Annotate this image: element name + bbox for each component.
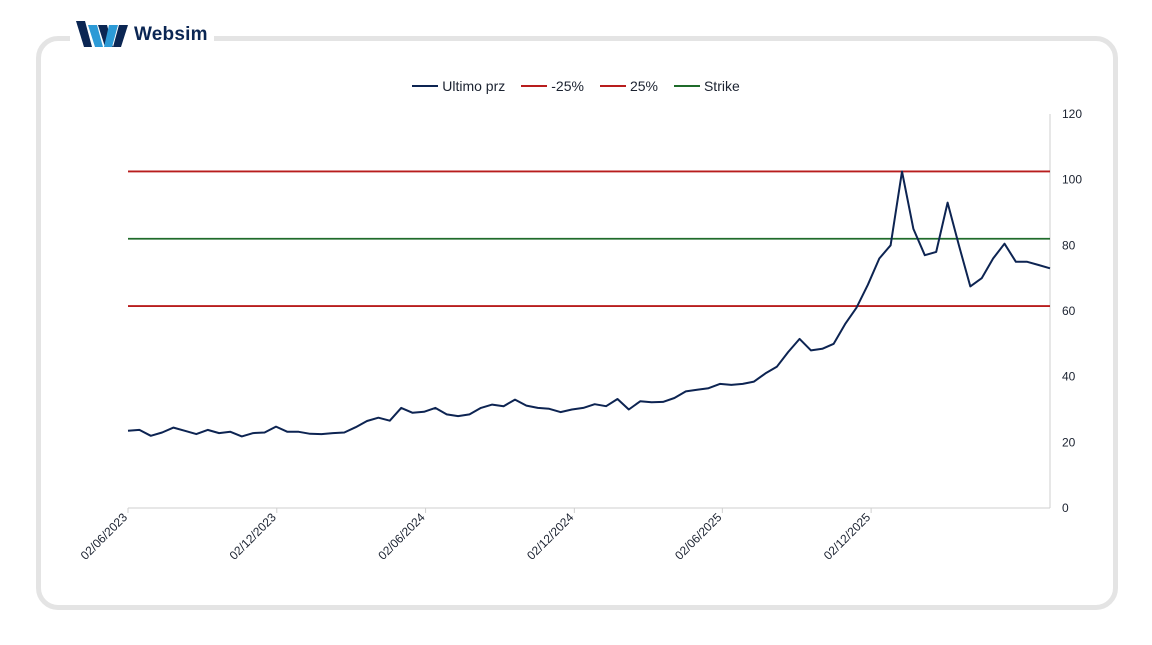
legend-label-minus25: -25%: [551, 78, 584, 94]
chart-legend: Ultimo prz -25% 25% Strike: [0, 78, 1152, 94]
websim-logo: Websim: [70, 18, 214, 52]
legend-swatch-plus25: [599, 85, 626, 87]
y-tick-label: 20: [1062, 435, 1076, 449]
y-tick-label: 120: [1062, 107, 1082, 121]
x-tick-label: 02/06/2025: [672, 510, 725, 563]
y-tick-label: 80: [1062, 238, 1076, 252]
legend-swatch-minus25: [521, 85, 548, 87]
legend-item-plus25: 25%: [599, 78, 658, 94]
x-tick-label: 02/12/2023: [227, 510, 280, 563]
legend-item-ultimo: Ultimo prz: [412, 78, 505, 94]
y-tick-label: 100: [1062, 173, 1082, 187]
series-line-ultimo-prz: [127, 170, 1051, 438]
legend-item-minus25: -25%: [521, 78, 584, 94]
x-tick-label: 02/12/2025: [821, 510, 874, 563]
legend-label-ultimo: Ultimo prz: [442, 78, 506, 94]
x-tick-label: 02/12/2024: [524, 510, 577, 563]
legend-label-plus25: 25%: [629, 78, 658, 94]
legend-swatch-ultimo: [412, 85, 439, 87]
chart-card: [36, 36, 1118, 610]
x-tick-label: 02/06/2024: [375, 510, 428, 563]
legend-item-strike: Strike: [673, 78, 740, 94]
logo-text: Websim: [134, 24, 208, 45]
y-tick-label: 60: [1062, 304, 1076, 318]
y-tick-label: 40: [1062, 370, 1076, 384]
legend-swatch-strike: [673, 85, 700, 87]
websim-w-logo-icon: [76, 21, 128, 47]
y-tick-label: 0: [1062, 501, 1069, 515]
x-tick-label: 02/06/2023: [78, 510, 131, 563]
legend-label-strike: Strike: [703, 78, 740, 94]
